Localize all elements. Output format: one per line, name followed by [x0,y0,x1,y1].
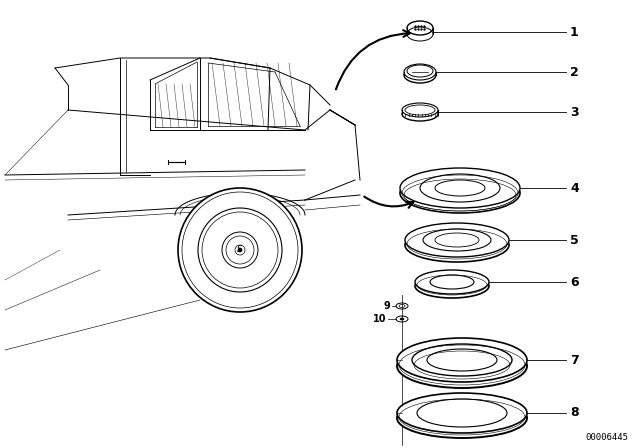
Ellipse shape [397,338,527,382]
Text: 10: 10 [372,314,386,324]
Ellipse shape [400,168,520,208]
Ellipse shape [238,248,242,252]
Text: 9: 9 [383,301,390,311]
Ellipse shape [198,208,282,292]
Ellipse shape [182,192,298,308]
Ellipse shape [405,228,509,262]
Text: 1: 1 [570,26,579,39]
Text: 6: 6 [570,276,579,289]
Text: S: S [237,246,243,254]
Text: 00006445: 00006445 [585,433,628,442]
Ellipse shape [402,107,438,121]
Ellipse shape [435,233,479,247]
Text: 4: 4 [570,181,579,194]
Ellipse shape [435,180,485,196]
Ellipse shape [412,344,512,376]
Text: 7: 7 [570,353,579,366]
Ellipse shape [415,274,489,298]
Ellipse shape [407,65,433,77]
Ellipse shape [226,236,254,264]
Ellipse shape [405,105,435,115]
Ellipse shape [430,275,474,289]
Ellipse shape [235,245,245,255]
Ellipse shape [402,103,438,117]
Ellipse shape [397,344,527,388]
Text: 2: 2 [570,65,579,78]
Ellipse shape [423,229,491,251]
Ellipse shape [404,67,436,83]
Text: 3: 3 [570,105,579,119]
Ellipse shape [397,393,527,433]
Ellipse shape [417,399,507,427]
Ellipse shape [397,398,527,438]
Ellipse shape [420,174,500,202]
Ellipse shape [427,349,497,371]
Ellipse shape [404,64,436,80]
Text: 5: 5 [570,233,579,246]
Ellipse shape [400,173,520,213]
Ellipse shape [178,188,302,312]
Ellipse shape [222,232,258,268]
Ellipse shape [415,270,489,294]
Ellipse shape [400,318,404,320]
Ellipse shape [202,212,278,288]
Text: 8: 8 [570,406,579,419]
Ellipse shape [405,223,509,257]
